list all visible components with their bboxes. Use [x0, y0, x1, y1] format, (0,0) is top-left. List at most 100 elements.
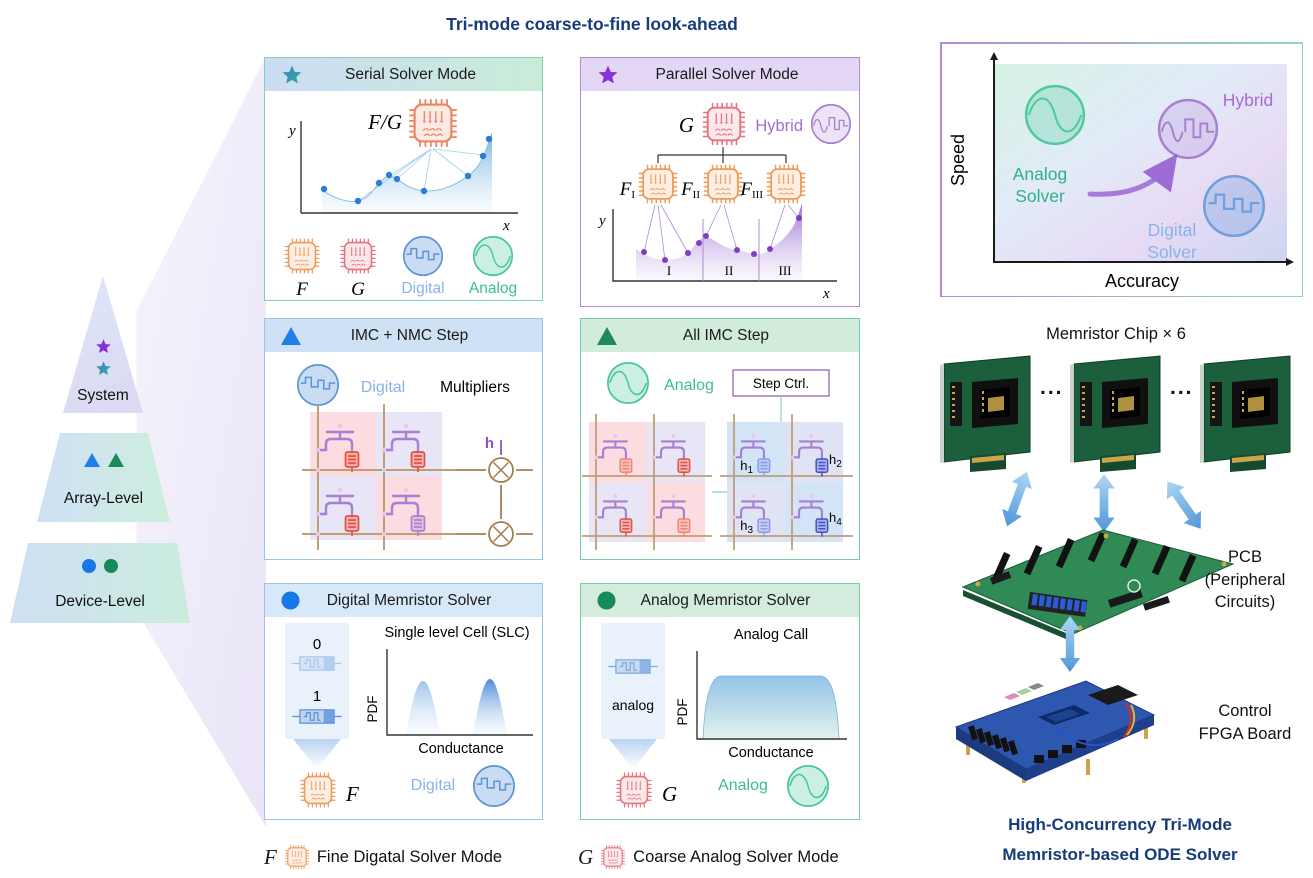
- pcb-caption-line1: PCB: [1228, 548, 1262, 566]
- conductance-axis-label: Conductance: [418, 741, 503, 757]
- funnel-shape: [293, 739, 341, 769]
- blue-triangle-icon: [281, 326, 301, 345]
- h1-label: h1: [740, 458, 753, 476]
- multiplier-icon: [488, 521, 514, 547]
- memristor-analog-icon: [608, 659, 658, 674]
- digital-memristor-header: Digital Memristor Solver: [265, 584, 542, 617]
- purple-star-icon: [95, 338, 112, 355]
- imc-nmc-panel: IMC + NMC Step Digital Multipliers h: [264, 318, 543, 560]
- pcb-caption-line3: Circuits): [1214, 593, 1276, 611]
- g-chip-label: G: [662, 782, 677, 806]
- hybrid-solver-icon: [1157, 98, 1218, 159]
- digital-memristor-panel: Digital Memristor Solver 0 1 F Single le…: [264, 583, 543, 820]
- memristor-chip-board-1: [940, 355, 1031, 472]
- analog-memristor-panel: Analog Memristor Solver analog G Analog …: [580, 583, 860, 820]
- analog-label: Analog: [469, 280, 517, 297]
- g-chip-icon: [615, 771, 653, 809]
- f-chip-icon: [299, 771, 337, 809]
- f1-chip-icon: [637, 163, 679, 205]
- pdf-bump-high: [473, 679, 507, 735]
- analog-cell-label: analog: [612, 697, 654, 713]
- legend-fine: F Fine Digatal Solver Mode: [264, 842, 502, 872]
- memristor-chip-board-3: [1200, 355, 1291, 472]
- funnel-shape: [609, 739, 657, 769]
- parallel-solver-header: Parallel Solver Mode: [581, 58, 859, 91]
- slc-title: Single level Cell (SLC): [384, 625, 529, 641]
- fg-chip-label: F/G: [367, 110, 402, 134]
- teal-star-icon: [95, 360, 112, 377]
- digital-solver-icon: [1202, 174, 1265, 237]
- analog-solver-label-1: Analog: [1012, 164, 1067, 184]
- system-title: High-Concurrency Tri-Mode Memristor-base…: [968, 810, 1272, 870]
- system-label: System: [77, 387, 129, 404]
- analog-cell-box: [601, 623, 665, 739]
- digital-memristor-title: Digital Memristor Solver: [326, 591, 492, 609]
- pdf-flat-distribution: [702, 675, 840, 740]
- imc-nmc-diagram: Digital Multipliers h: [297, 364, 533, 550]
- speed-accuracy-chart: Speed Accuracy Analog Solver Hybrid Digi…: [940, 42, 1303, 297]
- fg-chip-icon: [408, 98, 458, 148]
- serial-solver-title: Serial Solver Mode: [345, 65, 476, 83]
- parallel-solver-plot: G Hybrid FI FII FIII y x I II III: [597, 101, 852, 302]
- teal-star-icon: [281, 64, 303, 86]
- f2-chip-icon: [702, 163, 744, 205]
- hybrid-label: Hybrid: [755, 117, 803, 135]
- system-title-line1: High-Concurrency Tri-Mode: [1008, 815, 1232, 834]
- f3-label: FIII: [739, 179, 763, 201]
- h4-label: h4: [829, 510, 842, 528]
- parallel-solver-panel: Parallel Solver Mode G Hybrid FI FII FII…: [580, 57, 860, 307]
- imc-nmc-title: IMC + NMC Step: [350, 326, 469, 344]
- legend-coarse: G Coarse Analog Solver Mode: [578, 842, 839, 872]
- bit1-label: 1: [313, 688, 321, 705]
- analog-solver-icon: [1024, 84, 1085, 145]
- crossbar-array: [302, 404, 457, 550]
- h2-label: h2: [829, 452, 842, 470]
- f-label: F: [295, 279, 308, 300]
- g-label: G: [351, 279, 365, 300]
- pyramid-array-level: Array-Level: [37, 433, 170, 522]
- memristor-bit0-icon: [292, 656, 342, 671]
- memristor-chip-title: Memristor Chip × 6: [1046, 325, 1186, 343]
- digital-label: Digital: [361, 379, 405, 396]
- analog-memristor-title: Analog Memristor Solver: [640, 591, 811, 609]
- memristor-bit1-icon: [292, 709, 342, 724]
- parallel-data-points: [641, 215, 802, 263]
- step-crossbar-array: h1 h2 h3 h4: [720, 414, 853, 550]
- h-step-label: h: [485, 435, 494, 452]
- array-level-label: Array-Level: [63, 490, 144, 507]
- f-chip-icon: [284, 844, 310, 870]
- pyramid-system-level: System: [63, 276, 143, 413]
- conductance-axis-label: Conductance: [728, 745, 813, 761]
- green-triangle-icon: [597, 326, 617, 345]
- parallel-solver-title: Parallel Solver Mode: [655, 65, 799, 83]
- serial-data-points: [320, 135, 493, 205]
- f-chip-icon: [283, 237, 321, 275]
- purple-star-icon: [597, 64, 619, 86]
- legend-g-symbol: G: [578, 844, 594, 869]
- pdf-bump-low: [406, 681, 440, 735]
- pcb-caption: PCB (Peripheral Circuits): [1180, 546, 1310, 614]
- analog-wave-icon: [472, 235, 514, 277]
- region-1-label: I: [667, 263, 671, 278]
- analog-label: Analog: [718, 777, 768, 794]
- serial-solver-panel: Serial Solver Mode y x F/G F G Digital A…: [264, 57, 543, 301]
- pyramid-device-level: Device-Level: [10, 543, 190, 623]
- digital-label: Digital: [411, 777, 455, 794]
- speed-axis-label: Speed: [948, 133, 968, 185]
- serial-solver-header: Serial Solver Mode: [265, 58, 542, 91]
- all-imc-title: All IMC Step: [682, 326, 770, 344]
- fan-out-bracket: [657, 147, 787, 163]
- multiplier-column: h: [457, 435, 533, 547]
- green-circle-icon: [597, 591, 616, 610]
- digital-solver-label-2: Solver: [1147, 242, 1197, 262]
- f3-chip-icon: [765, 163, 807, 205]
- memristor-chip-board-2: [1070, 355, 1161, 472]
- multipliers-label: Multipliers: [440, 379, 510, 396]
- digital-memristor-diagram: 0 1 F Single level Cell (SLC) PDF Conduc…: [285, 623, 533, 809]
- digital-label: Digital: [401, 280, 444, 297]
- green-triangle-icon: [107, 453, 124, 467]
- analog-memristor-diagram: analog G Analog Call PDF Conductance Ana…: [601, 623, 847, 809]
- pcb-caption-line2: (Peripheral: [1204, 570, 1286, 589]
- digital-wave-icon: [473, 765, 515, 807]
- f1-label: FI: [619, 179, 636, 201]
